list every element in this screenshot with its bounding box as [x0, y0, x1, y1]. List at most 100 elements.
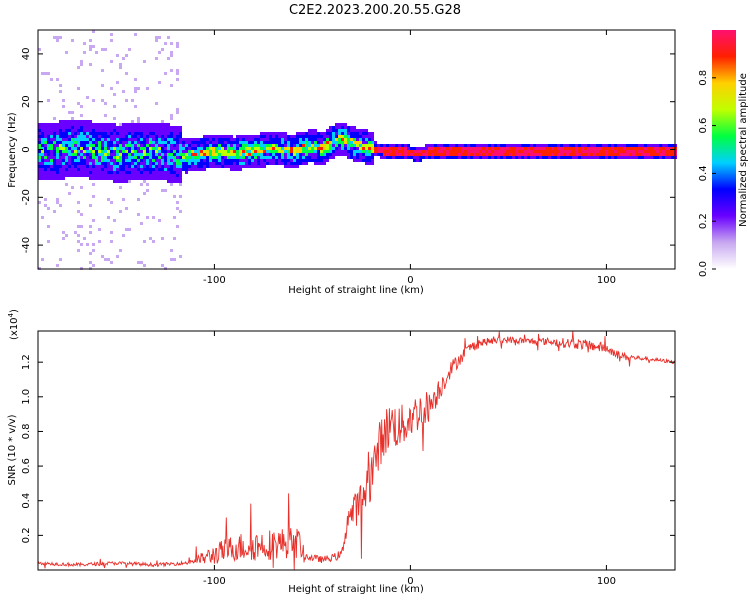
- heatmap-cell: [104, 153, 107, 156]
- heatmap-cell: [437, 159, 440, 162]
- heatmap-cell: [125, 54, 128, 57]
- heatmap-cell: [77, 174, 80, 177]
- heatmap-cell: [365, 150, 368, 153]
- heatmap-cell: [203, 135, 206, 138]
- heatmap-cell: [110, 60, 113, 63]
- heatmap-cell: [143, 72, 146, 75]
- heatmap-cell: [110, 264, 113, 267]
- heatmap-cell: [68, 153, 71, 156]
- heatmap-cell: [182, 144, 185, 147]
- heatmap-cell: [179, 111, 182, 114]
- heatmap-cell: [416, 162, 419, 165]
- heatmap-cell: [629, 138, 632, 141]
- heatmap-cell: [167, 132, 170, 135]
- heatmap-cell: [320, 135, 323, 138]
- heatmap-cell: [491, 153, 494, 156]
- heatmap-cell: [95, 141, 98, 144]
- heatmap-cell: [542, 156, 545, 159]
- heatmap-cell: [149, 153, 152, 156]
- heatmap-cell: [56, 171, 59, 174]
- heatmap-cell: [470, 144, 473, 147]
- heatmap-cell: [140, 189, 143, 192]
- heatmap-cell: [140, 150, 143, 153]
- heatmap-cell: [509, 153, 512, 156]
- heatmap-cell: [332, 69, 335, 72]
- heatmap-cell: [602, 159, 605, 162]
- heatmap-cell: [92, 219, 95, 222]
- heatmap-cell: [41, 165, 44, 168]
- heatmap-cell: [479, 144, 482, 147]
- heatmap-cell: [425, 150, 428, 153]
- heatmap-cell: [623, 153, 626, 156]
- heatmap-cell: [116, 168, 119, 171]
- heatmap-cell: [218, 138, 221, 141]
- heatmap-cell: [56, 198, 59, 201]
- heatmap-cell: [296, 135, 299, 138]
- heatmap-cell: [410, 141, 413, 144]
- heatmap-cell: [293, 141, 296, 144]
- heatmap-cell: [113, 105, 116, 108]
- heatmap-cell: [281, 138, 284, 141]
- heatmap-cell: [158, 219, 161, 222]
- heatmap-cell: [122, 168, 125, 171]
- heatmap-cell: [179, 183, 182, 186]
- heatmap-cell: [146, 252, 149, 255]
- heatmap-cell: [290, 156, 293, 159]
- heatmap-cell: [332, 150, 335, 153]
- heatmap-cell: [59, 243, 62, 246]
- heatmap-cell: [80, 114, 83, 117]
- heatmap-cell: [107, 147, 110, 150]
- heatmap-cell: [173, 177, 176, 180]
- heatmap-cell: [191, 144, 194, 147]
- heatmap-cell: [140, 219, 143, 222]
- heatmap-cell: [455, 144, 458, 147]
- heatmap-cell: [356, 153, 359, 156]
- heatmap-cell: [74, 234, 77, 237]
- heatmap-cell: [509, 156, 512, 159]
- heatmap-cell: [65, 177, 68, 180]
- heatmap-cell: [185, 171, 188, 174]
- heatmap-cell: [569, 141, 572, 144]
- heatmap-cell: [161, 147, 164, 150]
- heatmap-cell: [323, 141, 326, 144]
- heatmap-cell: [146, 159, 149, 162]
- heatmap-cell: [161, 159, 164, 162]
- heatmap-cell: [446, 159, 449, 162]
- heatmap-cell: [338, 129, 341, 132]
- heatmap-cell: [266, 156, 269, 159]
- heatmap-cell: [230, 159, 233, 162]
- heatmap-cell: [158, 153, 161, 156]
- heatmap-cell: [176, 144, 179, 147]
- heatmap-cell: [143, 162, 146, 165]
- heatmap-cell: [68, 174, 71, 177]
- heatmap-cell: [560, 159, 563, 162]
- heatmap-cell: [323, 198, 326, 201]
- heatmap-cell: [125, 177, 128, 180]
- heatmap-cell: [44, 138, 47, 141]
- heatmap-cell: [251, 141, 254, 144]
- heatmap-cell: [155, 132, 158, 135]
- heatmap-cell: [68, 123, 71, 126]
- heatmap-cell: [296, 132, 299, 135]
- heatmap-cell: [344, 138, 347, 141]
- heatmap-cell: [572, 144, 575, 147]
- heatmap-cell: [77, 201, 80, 204]
- heatmap-cell: [59, 144, 62, 147]
- heatmap-cell: [137, 177, 140, 180]
- heatmap-cell: [272, 156, 275, 159]
- heatmap-cell: [131, 147, 134, 150]
- heatmap-cell: [239, 189, 242, 192]
- heatmap-cell: [65, 201, 68, 204]
- heatmap-cell: [122, 180, 125, 183]
- heatmap-cell: [227, 147, 230, 150]
- heatmap-cell: [467, 138, 470, 141]
- heatmap-cell: [179, 72, 182, 75]
- heatmap-cell: [155, 105, 158, 108]
- heatmap-cell: [665, 159, 668, 162]
- heatmap-cell: [236, 147, 239, 150]
- heatmap-cell: [497, 150, 500, 153]
- heatmap-cell: [113, 135, 116, 138]
- heatmap-cell: [155, 165, 158, 168]
- heatmap-cell: [356, 132, 359, 135]
- heatmap-cell: [107, 174, 110, 177]
